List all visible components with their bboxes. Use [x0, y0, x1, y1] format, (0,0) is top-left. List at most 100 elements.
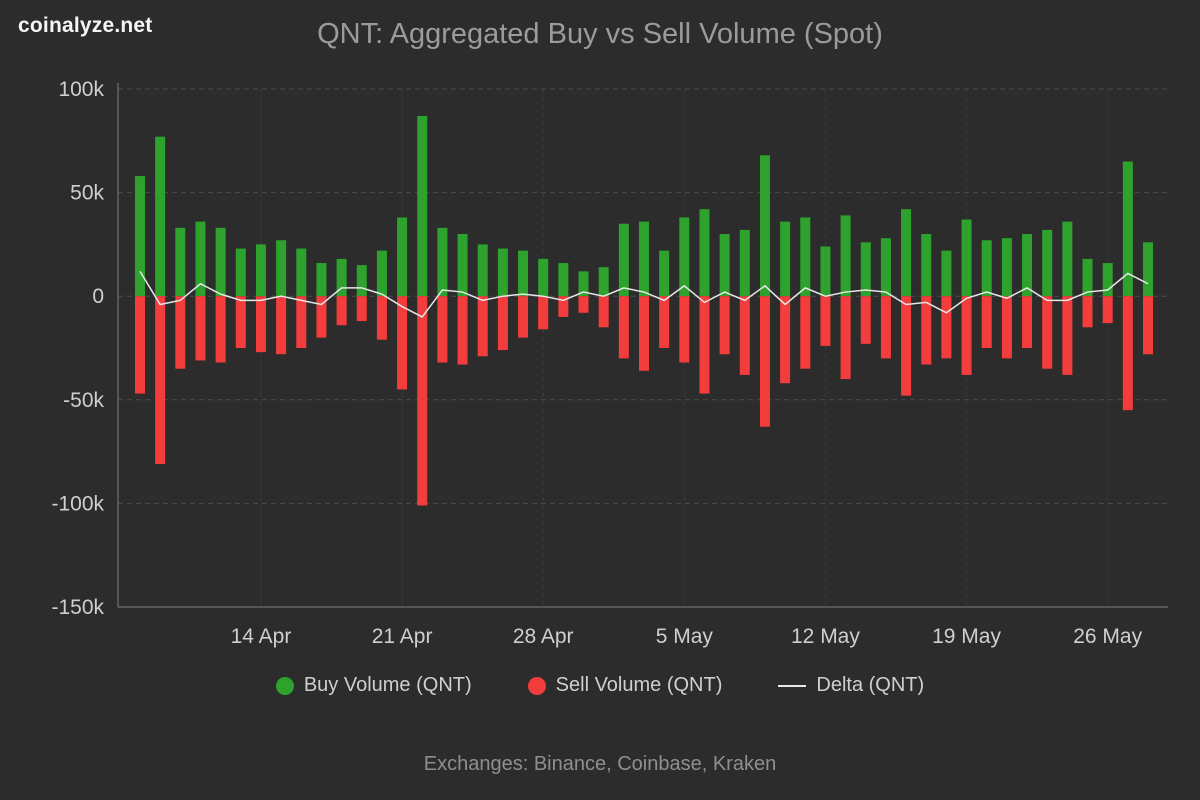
buy-bar[interactable]	[316, 263, 327, 297]
buy-bar[interactable]	[1102, 263, 1113, 297]
sell-bar[interactable]	[759, 296, 770, 427]
buy-bar[interactable]	[981, 240, 992, 297]
sell-bar[interactable]	[860, 296, 871, 344]
sell-bar[interactable]	[941, 296, 952, 359]
sell-bar[interactable]	[558, 296, 569, 317]
buy-bar[interactable]	[215, 227, 226, 297]
sell-bar[interactable]	[1082, 296, 1093, 328]
buy-bar[interactable]	[235, 248, 246, 297]
buy-bar[interactable]	[497, 248, 508, 297]
buy-bar[interactable]	[376, 250, 387, 297]
legend-item-sell-volume[interactable]: Sell Volume (QNT)	[527, 674, 722, 697]
sell-bar[interactable]	[840, 296, 851, 380]
sell-bar[interactable]	[175, 296, 186, 369]
sell-bar[interactable]	[1102, 296, 1113, 324]
sell-bar[interactable]	[538, 296, 549, 330]
sell-bar[interactable]	[276, 296, 287, 355]
sell-bar[interactable]	[739, 296, 750, 375]
sell-bar[interactable]	[578, 296, 589, 313]
sell-bar[interactable]	[437, 296, 448, 363]
buy-bar[interactable]	[477, 244, 488, 297]
sell-bar[interactable]	[235, 296, 246, 348]
sell-bar[interactable]	[1143, 296, 1153, 355]
buy-bar[interactable]	[538, 258, 549, 297]
buy-bar[interactable]	[1122, 161, 1133, 297]
buy-bar[interactable]	[820, 246, 831, 297]
buy-bar[interactable]	[558, 263, 569, 297]
sell-bar[interactable]	[376, 296, 387, 340]
sell-bar[interactable]	[135, 296, 145, 394]
sell-bar[interactable]	[961, 296, 972, 375]
buy-bar[interactable]	[901, 209, 912, 297]
buy-bar[interactable]	[276, 240, 287, 297]
buy-bar[interactable]	[155, 136, 166, 297]
brand-logo[interactable]: coinalyze.net	[18, 14, 153, 37]
sell-bar[interactable]	[356, 296, 367, 322]
buy-bar[interactable]	[941, 250, 952, 297]
sell-bar[interactable]	[215, 296, 226, 363]
buy-bar[interactable]	[356, 265, 367, 297]
volume-chart[interactable]: 100k 50k 0 -50k -100k -150k 14 Apr 21 Apr 28 Apr…	[0, 0, 1200, 660]
buy-bar[interactable]	[719, 234, 730, 297]
buy-bar[interactable]	[135, 176, 145, 297]
sell-bar[interactable]	[518, 296, 529, 338]
buy-bar[interactable]	[336, 258, 347, 297]
sell-bar[interactable]	[981, 296, 992, 348]
sell-bar[interactable]	[820, 296, 831, 346]
buy-bar[interactable]	[618, 223, 629, 297]
sell-bar[interactable]	[618, 296, 629, 359]
sell-bar[interactable]	[336, 296, 347, 326]
buy-bar[interactable]	[860, 242, 871, 297]
buy-bar[interactable]	[397, 217, 408, 297]
sell-bar[interactable]	[901, 296, 912, 396]
buy-bar[interactable]	[437, 227, 448, 297]
sell-bar[interactable]	[639, 296, 649, 371]
buy-bar[interactable]	[780, 221, 791, 297]
sell-bar[interactable]	[921, 296, 932, 365]
buy-bar[interactable]	[1022, 234, 1033, 297]
buy-bar[interactable]	[880, 238, 891, 297]
sell-bar[interactable]	[1062, 296, 1073, 375]
sell-bar[interactable]	[296, 296, 307, 348]
sell-bar[interactable]	[497, 296, 508, 351]
sell-bar[interactable]	[477, 296, 488, 357]
buy-bar[interactable]	[659, 250, 670, 297]
sell-bar[interactable]	[699, 296, 710, 394]
buy-bar[interactable]	[800, 217, 811, 297]
sell-bar[interactable]	[880, 296, 891, 359]
sell-bar[interactable]	[800, 296, 811, 369]
buy-bar[interactable]	[1082, 258, 1093, 297]
sell-bar[interactable]	[780, 296, 791, 384]
buy-bar[interactable]	[578, 271, 589, 297]
buy-bar[interactable]	[699, 209, 710, 297]
buy-bar[interactable]	[739, 229, 750, 297]
legend-item-delta[interactable]: Delta (QNT)	[778, 674, 924, 697]
buy-bar[interactable]	[296, 248, 307, 297]
sell-bar[interactable]	[1022, 296, 1033, 348]
sell-bar[interactable]	[195, 296, 206, 361]
buy-bar[interactable]	[1001, 238, 1012, 297]
buy-bar[interactable]	[1143, 242, 1153, 297]
buy-bar[interactable]	[759, 155, 770, 297]
buy-bar[interactable]	[457, 234, 468, 297]
legend-item-buy-volume[interactable]: Buy Volume (QNT)	[275, 674, 472, 697]
sell-bar[interactable]	[397, 296, 408, 390]
sell-bar[interactable]	[255, 296, 266, 353]
buy-bar[interactable]	[195, 221, 206, 297]
sell-bar[interactable]	[1042, 296, 1053, 369]
sell-bar[interactable]	[155, 296, 166, 465]
sell-bar[interactable]	[598, 296, 609, 328]
buy-bar[interactable]	[840, 215, 851, 297]
buy-bar[interactable]	[639, 221, 649, 297]
buy-bar[interactable]	[417, 115, 428, 297]
sell-bar[interactable]	[659, 296, 670, 348]
buy-bar[interactable]	[598, 267, 609, 297]
sell-bar[interactable]	[719, 296, 730, 355]
sell-bar[interactable]	[1122, 296, 1133, 411]
buy-bar[interactable]	[679, 217, 690, 297]
sell-bar[interactable]	[316, 296, 327, 338]
sell-bar[interactable]	[417, 296, 428, 506]
buy-bar[interactable]	[175, 227, 186, 297]
sell-bar[interactable]	[1001, 296, 1012, 359]
buy-bar[interactable]	[1042, 229, 1053, 297]
